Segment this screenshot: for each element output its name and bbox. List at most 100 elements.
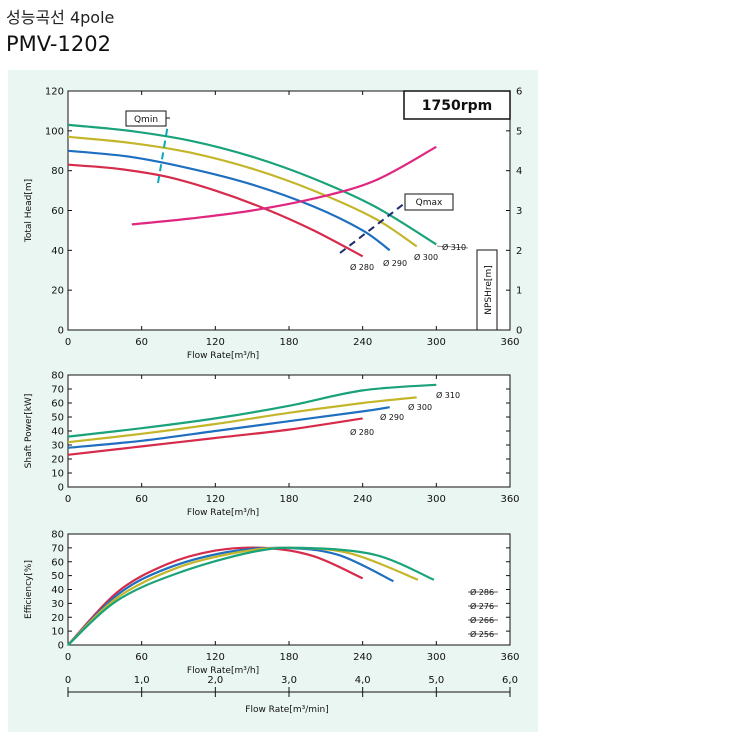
y-tick-label: 40 bbox=[51, 585, 64, 596]
y-axis-label: Total Head[m] bbox=[24, 179, 34, 243]
y-tick-label: 70 bbox=[51, 385, 64, 396]
y-tick-label: 40 bbox=[51, 427, 64, 438]
x-tick-label: 240 bbox=[353, 494, 372, 505]
y2-tick-label: 1 bbox=[516, 286, 522, 297]
x-tick-label: 300 bbox=[427, 494, 446, 505]
series-line-290 bbox=[67, 406, 390, 449]
series-line-300 bbox=[67, 396, 417, 444]
y-tick-label: 20 bbox=[51, 455, 64, 466]
y-tick-label: 30 bbox=[51, 441, 64, 452]
speed-label: 1750rpm bbox=[422, 98, 492, 114]
x-tick-label: 60 bbox=[135, 337, 148, 348]
y2-tick-label: 4 bbox=[516, 166, 522, 177]
x-tick-label: 60 bbox=[135, 494, 148, 505]
qmin-label: Qmin bbox=[134, 115, 158, 125]
x-tick-label: 240 bbox=[353, 337, 372, 348]
diameter-label: Ø 280 bbox=[350, 427, 374, 437]
y-tick-label: 50 bbox=[51, 413, 64, 424]
plot-area-2 bbox=[67, 374, 511, 488]
x-tick-label: 0 bbox=[65, 652, 71, 663]
x-tick-label: 180 bbox=[279, 494, 298, 505]
y-tick-label: 50 bbox=[51, 571, 64, 582]
side-label: Ø 256 bbox=[470, 629, 494, 639]
y-tick-label: 20 bbox=[51, 286, 64, 297]
y2-axis-label: NPSHre[m] bbox=[484, 265, 494, 314]
y-tick-label: 60 bbox=[51, 206, 64, 217]
diameter-label: Ø 290 bbox=[380, 412, 404, 422]
model-name: PMV-1202 bbox=[6, 32, 111, 56]
x2-tick-label: 1,0 bbox=[134, 675, 150, 686]
x2-tick-label: 6,0 bbox=[502, 675, 518, 686]
side-label: Ø 276 bbox=[470, 601, 494, 611]
y-tick-label: 30 bbox=[51, 599, 64, 610]
y2-tick-label: 2 bbox=[516, 246, 522, 257]
x2-tick-label: 3,0 bbox=[281, 675, 297, 686]
y-tick-label: 0 bbox=[58, 326, 64, 337]
y-tick-label: 20 bbox=[51, 613, 64, 624]
x-tick-label: 180 bbox=[279, 652, 298, 663]
series-line-300 bbox=[67, 546, 419, 646]
series-line-280 bbox=[67, 546, 364, 646]
y-tick-label: 100 bbox=[45, 126, 64, 137]
series-line-290 bbox=[67, 149, 391, 252]
y2-tick-label: 3 bbox=[516, 206, 522, 217]
x-tick-label: 300 bbox=[427, 337, 446, 348]
y-tick-label: 120 bbox=[45, 87, 64, 98]
x-tick-label: 300 bbox=[427, 652, 446, 663]
x-tick-label: 120 bbox=[206, 494, 225, 505]
y-tick-label: 0 bbox=[58, 641, 64, 652]
x-axis-label: Flow Rate[m³/h] bbox=[187, 666, 259, 676]
y-tick-label: 60 bbox=[51, 399, 64, 410]
diameter-label: Ø 280 bbox=[350, 262, 374, 272]
series-line-310 bbox=[67, 383, 437, 438]
x-tick-label: 180 bbox=[279, 337, 298, 348]
diameter-label: Ø 300 bbox=[408, 402, 432, 412]
x-tick-label: 60 bbox=[135, 652, 148, 663]
x2-tick-label: 4,0 bbox=[355, 675, 371, 686]
y2-tick-label: 5 bbox=[516, 126, 522, 137]
y-tick-label: 10 bbox=[51, 469, 64, 480]
y-tick-label: 60 bbox=[51, 557, 64, 568]
qmax-box bbox=[404, 193, 454, 211]
diameter-label: Ø 310 bbox=[436, 390, 460, 400]
plot-area-3 bbox=[67, 533, 511, 646]
x-tick-label: 360 bbox=[500, 337, 519, 348]
y-tick-label: 80 bbox=[51, 530, 64, 541]
x-tick-label: 120 bbox=[206, 337, 225, 348]
diameter-label: Ø 290 bbox=[383, 258, 407, 268]
diameter-label: Ø 300 bbox=[414, 252, 438, 262]
npsh-label-box bbox=[476, 249, 498, 331]
y-tick-label: 80 bbox=[51, 166, 64, 177]
side-label: Ø 286 bbox=[470, 587, 494, 597]
y-tick-label: 10 bbox=[51, 627, 64, 638]
x2-tick-label: 5,0 bbox=[428, 675, 444, 686]
x-axis-label: Flow Rate[m³/h] bbox=[187, 351, 259, 361]
y-tick-label: 70 bbox=[51, 543, 64, 554]
series-line-280 bbox=[67, 163, 364, 258]
y-tick-label: 80 bbox=[51, 371, 64, 382]
x2-tick-label: 2,0 bbox=[207, 675, 223, 686]
series-line-280 bbox=[67, 417, 363, 456]
qmax-marker-line bbox=[339, 202, 406, 254]
x2-tick-label: 0 bbox=[65, 675, 71, 686]
npsh-line bbox=[131, 145, 437, 226]
series-line-300 bbox=[67, 135, 418, 248]
speed-box bbox=[403, 90, 511, 120]
series-line-310 bbox=[67, 546, 435, 646]
y-tick-label: 0 bbox=[58, 483, 64, 494]
x2-axis-label: Flow Rate[m³/min] bbox=[245, 705, 328, 715]
x-tick-label: 0 bbox=[65, 494, 71, 505]
series-line-310 bbox=[67, 123, 437, 246]
y-tick-label: 40 bbox=[51, 246, 64, 257]
page-title-korean: 성능곡선 4pole bbox=[6, 8, 115, 27]
x-tick-label: 360 bbox=[500, 652, 519, 663]
x-tick-label: 120 bbox=[206, 652, 225, 663]
y2-tick-label: 6 bbox=[516, 87, 522, 98]
x-tick-label: 360 bbox=[500, 494, 519, 505]
x-axis-label: Flow Rate[m³/h] bbox=[187, 508, 259, 518]
x-tick-label: 0 bbox=[65, 337, 71, 348]
y-axis-label: Shaft Power[kW] bbox=[24, 394, 34, 469]
y2-tick-label: 0 bbox=[516, 326, 522, 337]
qmax-label: Qmax bbox=[416, 198, 443, 208]
